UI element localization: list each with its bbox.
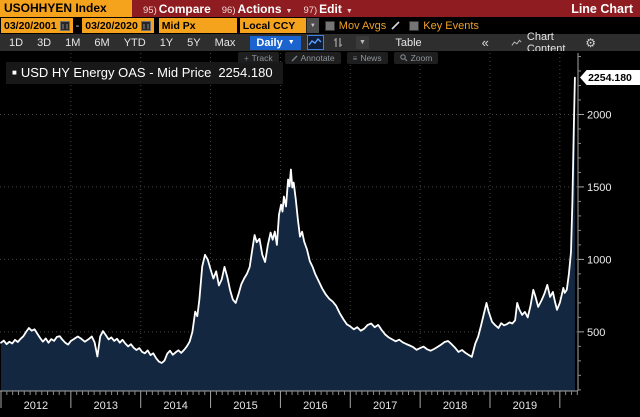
chart-toolbar: 1D 3D 1M 6M YTD 1Y 5Y Max Daily ▼ ▼ Tabl… bbox=[0, 31, 640, 55]
pencil-icon bbox=[291, 55, 298, 62]
price-field-value: Mid Px bbox=[161, 19, 196, 32]
date-to-field[interactable]: 03/20/2020 bbox=[82, 18, 154, 33]
security-ticker-field[interactable]: USOHHYEN Index bbox=[0, 0, 132, 17]
x-axis-year-label: 2018 bbox=[443, 400, 467, 412]
caret-down-icon[interactable]: ▼ bbox=[355, 36, 370, 49]
y-axis-label: 1500 bbox=[587, 182, 611, 194]
menu-label: Compare bbox=[158, 1, 211, 16]
range-tab-max[interactable]: Max bbox=[214, 36, 236, 49]
x-axis-year-label: 2013 bbox=[94, 400, 118, 412]
chevron-down-icon: ▼ bbox=[285, 7, 293, 15]
mov-avgs-label: Mov Avgs bbox=[338, 19, 387, 32]
series-label: USD HY Energy OAS - Mid Price bbox=[20, 65, 212, 80]
period-value: Daily bbox=[256, 36, 283, 49]
news-button[interactable]: ≡ News bbox=[346, 52, 388, 64]
annotate-button[interactable]: Annotate bbox=[284, 52, 341, 64]
series-last-value: 2254.180 bbox=[218, 65, 273, 80]
range-tab-ytd[interactable]: YTD bbox=[123, 36, 146, 49]
track-label: Track bbox=[251, 53, 273, 63]
chevron-down-icon: ▼ bbox=[345, 7, 353, 15]
key-events-label: Key Events bbox=[423, 19, 479, 32]
menu-label: Actions bbox=[237, 1, 282, 16]
range-tab-1d[interactable]: 1D bbox=[9, 36, 24, 49]
chevron-down-icon: ▼ bbox=[287, 39, 295, 46]
x-axis-year-label: 2017 bbox=[373, 400, 397, 412]
range-tab-3d[interactable]: 3D bbox=[37, 36, 52, 49]
date-range-separator: - bbox=[75, 19, 80, 32]
series-area bbox=[1, 77, 575, 391]
chevron-down-icon[interactable]: ▼ bbox=[305, 18, 319, 33]
menu-bar: USOHHYEN Index 95) Compare 96) Actions ▼… bbox=[0, 0, 640, 17]
y-axis-label: 500 bbox=[587, 327, 605, 339]
range-tab-5y[interactable]: 5Y bbox=[187, 36, 201, 49]
mov-avgs-checkbox[interactable] bbox=[324, 20, 335, 31]
menu-edit[interactable]: 97) Edit ▼ bbox=[303, 2, 352, 16]
bars-icon[interactable] bbox=[330, 35, 345, 50]
settings-bar: 03/20/2001 - 03/20/2020 Mid Px Local CCY… bbox=[0, 17, 640, 34]
annotate-label: Annotate bbox=[300, 53, 335, 63]
currency-value: Local CCY bbox=[242, 19, 296, 32]
last-price-tag: 2254.180 bbox=[580, 70, 640, 85]
x-axis-year-label: 2016 bbox=[303, 400, 327, 412]
x-axis-year-label: 2019 bbox=[513, 400, 537, 412]
page-title: Line Chart bbox=[571, 1, 633, 16]
date-from-field[interactable]: 03/20/2001 bbox=[1, 18, 73, 33]
chart-tools: + Track Annotate ≡ News Zoom bbox=[238, 52, 439, 64]
table-button[interactable]: Table bbox=[395, 36, 422, 49]
y-axis-label: 2000 bbox=[587, 109, 611, 121]
menu-compare[interactable]: 95) Compare bbox=[143, 2, 211, 16]
key-events-checkbox[interactable] bbox=[409, 20, 420, 31]
x-axis-year-label: 2015 bbox=[233, 400, 257, 412]
date-from-value: 03/20/2001 bbox=[4, 19, 57, 32]
x-axis-year-label: 2012 bbox=[24, 400, 48, 412]
calendar-icon[interactable] bbox=[140, 20, 151, 31]
series-line bbox=[0, 76, 576, 364]
range-tab-1y[interactable]: 1Y bbox=[159, 36, 174, 49]
menu-number: 96) bbox=[221, 4, 236, 16]
menu-actions[interactable]: 96) Actions ▼ bbox=[222, 2, 293, 16]
range-tab-6m[interactable]: 6M bbox=[94, 36, 110, 49]
menu-number: 95) bbox=[143, 4, 157, 16]
currency-selector[interactable]: Local CCY bbox=[239, 18, 306, 33]
pencil-icon[interactable] bbox=[391, 21, 400, 30]
news-label: News bbox=[360, 53, 382, 63]
menu-number: 97) bbox=[303, 4, 318, 16]
x-axis-year-label: 2014 bbox=[163, 400, 187, 412]
period-dropdown[interactable]: Daily ▼ bbox=[250, 35, 301, 50]
gear-icon[interactable]: ⚙ bbox=[585, 35, 596, 50]
zoom-button[interactable]: Zoom bbox=[393, 52, 439, 64]
chart-area[interactable]: 500 1000 1500 2000 2012 2013 2014 2015 2016 2017 2… bbox=[0, 51, 640, 417]
magnifier-icon bbox=[399, 54, 408, 62]
line-chart-icon[interactable] bbox=[306, 35, 325, 50]
menu-label: Edit bbox=[319, 1, 342, 16]
range-tab-1m[interactable]: 1M bbox=[65, 36, 81, 49]
price-chart[interactable]: 500 1000 1500 2000 2012 2013 2014 2015 2016 2017 2… bbox=[0, 51, 640, 417]
date-to-value: 03/20/2020 bbox=[85, 19, 138, 32]
plus-icon: + bbox=[244, 53, 249, 63]
price-field-selector[interactable]: Mid Px bbox=[158, 18, 237, 33]
news-lines-icon: ≡ bbox=[352, 53, 358, 63]
series-legend[interactable]: ■ USD HY Energy OAS - Mid Price 2254.180 bbox=[6, 62, 283, 84]
collapse-panel-icon[interactable]: « bbox=[481, 35, 489, 50]
mini-chart-icon bbox=[511, 39, 522, 46]
zoom-label: Zoom bbox=[410, 53, 433, 63]
track-button[interactable]: + Track bbox=[238, 52, 279, 64]
calendar-icon[interactable] bbox=[59, 20, 70, 31]
square-bullet-icon: ■ bbox=[12, 68, 17, 77]
y-axis-label: 1000 bbox=[587, 254, 611, 266]
